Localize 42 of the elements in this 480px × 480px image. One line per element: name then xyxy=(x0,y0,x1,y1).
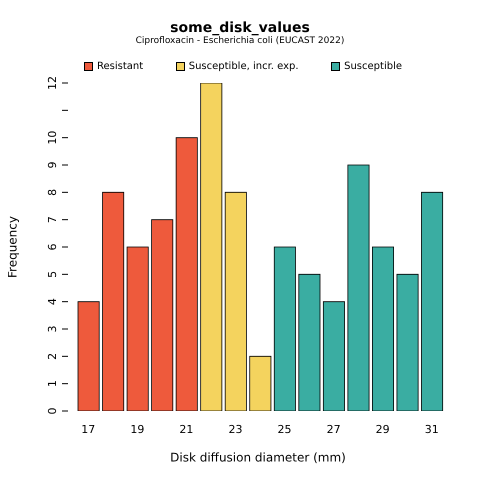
bar xyxy=(347,164,370,411)
bar xyxy=(322,301,345,411)
x-tick-label: 31 xyxy=(424,422,439,436)
bar xyxy=(298,274,320,411)
y-axis-title: Frequency xyxy=(5,216,20,278)
bar xyxy=(372,246,394,411)
x-axis-title: Disk diffusion diameter (mm) xyxy=(170,450,346,465)
bar xyxy=(176,137,198,411)
y-tick-label: 8 xyxy=(46,188,59,196)
bar xyxy=(274,246,296,411)
y-tick-label: 9 xyxy=(46,162,59,168)
bar xyxy=(126,246,149,411)
x-tick-label: 27 xyxy=(326,422,341,436)
y-tick-label: 0 xyxy=(46,408,59,414)
bar xyxy=(421,192,444,411)
legend-label: Resistant xyxy=(96,60,144,72)
bar xyxy=(396,274,419,411)
y-tick-label: 10 xyxy=(46,130,59,145)
bar xyxy=(151,219,174,411)
x-tick-label: 23 xyxy=(228,422,242,436)
chart-title: some_disk_values xyxy=(169,20,311,36)
y-tick-label: 2 xyxy=(46,352,59,360)
y-tick-label: 6 xyxy=(46,244,59,250)
bar xyxy=(102,192,124,411)
bar xyxy=(78,301,100,411)
legend-label: Susceptible, incr. exp. xyxy=(188,60,299,72)
y-tick-label: 12 xyxy=(46,76,59,90)
y-tick-label: 3 xyxy=(46,326,59,332)
y-tick-label: 1 xyxy=(46,380,59,388)
x-tick-label: 25 xyxy=(278,422,292,436)
x-tick-label: 17 xyxy=(81,422,96,436)
y-tick-label: 5 xyxy=(46,270,59,278)
bar xyxy=(249,356,272,411)
y-tick-label: 4 xyxy=(46,298,59,306)
bar xyxy=(200,83,222,411)
y-tick-label: 7 xyxy=(46,216,59,224)
x-tick-label: 29 xyxy=(376,422,390,436)
bar xyxy=(224,192,247,411)
x-tick-label: 19 xyxy=(130,422,144,436)
x-tick-label: 21 xyxy=(179,422,194,436)
chart-subtitle: Ciprofloxacin - Escherichia coli (EUCAST 2022) xyxy=(134,36,346,46)
legend-label: Susceptible xyxy=(343,60,402,72)
